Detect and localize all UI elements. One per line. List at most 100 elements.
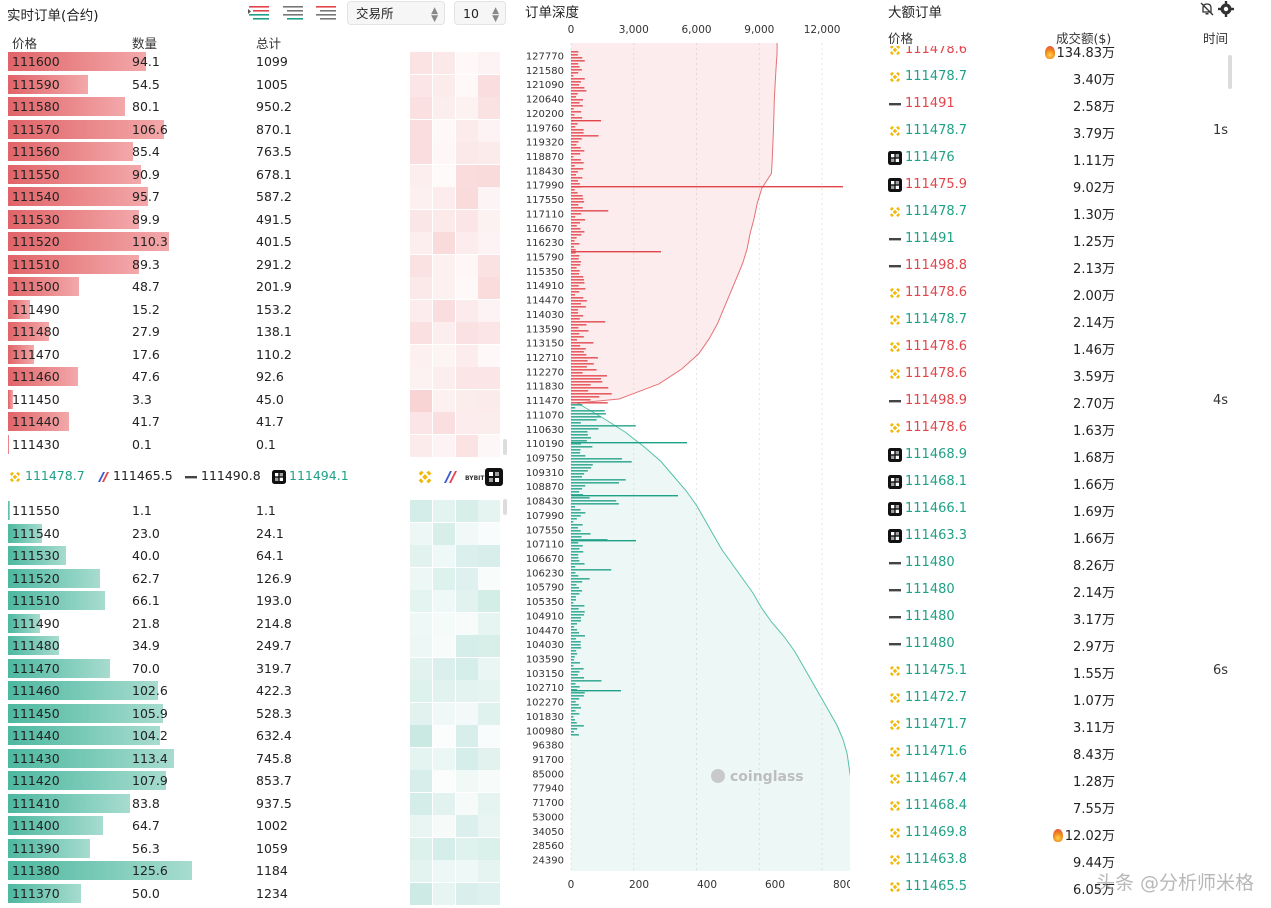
ask-row[interactable]: 111450 3.3 45.0 — [0, 389, 430, 411]
large-order-row[interactable]: 111478.6 1.46万 — [880, 334, 1240, 361]
large-order-row[interactable]: 111469.8 12.02万 — [880, 820, 1240, 847]
large-order-row[interactable]: 111480 8.26万 — [880, 550, 1240, 577]
large-order-row[interactable]: 111465.5 6.05万 — [880, 874, 1240, 901]
ask-scrollbar[interactable] — [503, 439, 507, 455]
large-order-row[interactable]: 111468.9 1.68万 — [880, 442, 1240, 469]
bid-row[interactable]: 111510 66.1 193.0 — [0, 590, 430, 612]
large-order-row[interactable]: 111498.9 2.70万 4s — [880, 388, 1240, 415]
ask-row[interactable]: 111510 89.3 291.2 — [0, 254, 430, 276]
large-order-row[interactable]: 111463.3 1.66万 — [880, 523, 1240, 550]
bid-order-bar — [571, 422, 581, 424]
ask-total: 1005 — [256, 76, 288, 92]
bid-row[interactable]: 111380 125.6 1184 — [0, 860, 430, 882]
bid-row[interactable]: 111540 23.0 24.1 — [0, 523, 430, 545]
bid-row[interactable]: 111530 40.0 64.1 — [0, 545, 430, 567]
bell-off-icon[interactable] — [1200, 2, 1214, 16]
ask-row[interactable]: 111600 94.1 1099 — [0, 51, 430, 73]
ask-row[interactable]: 111490 15.2 153.2 — [0, 299, 430, 321]
ask-order-bar — [571, 225, 577, 227]
bid-row[interactable]: 111400 64.7 1002 — [0, 815, 430, 837]
ask-order-bar — [571, 117, 583, 119]
bid-row[interactable]: 111460 102.6 422.3 — [0, 680, 430, 702]
bid-row[interactable]: 111520 62.7 126.9 — [0, 568, 430, 590]
ask-row[interactable]: 111560 85.4 763.5 — [0, 141, 430, 163]
bid-row[interactable]: 111470 70.0 319.7 — [0, 658, 430, 680]
ask-row[interactable]: 111470 17.6 110.2 — [0, 344, 430, 366]
large-order-row[interactable]: 111478.7 3.79万 1s — [880, 118, 1240, 145]
layout-asks-icon[interactable] — [314, 4, 338, 22]
gate-icon[interactable] — [485, 468, 503, 486]
large-order-row[interactable]: 111471.7 3.11万 — [880, 712, 1240, 739]
bid-row[interactable]: 111480 34.9 249.7 — [0, 635, 430, 657]
large-order-row[interactable]: 111480 2.97万 — [880, 631, 1240, 658]
large-order-row[interactable]: 111468.1 1.66万 — [880, 469, 1240, 496]
large-order-row[interactable]: 111471.6 8.43万 — [880, 739, 1240, 766]
large-order-row[interactable]: 111491 2.58万 — [880, 91, 1240, 118]
bid-scrollbar[interactable] — [503, 499, 507, 515]
bid-order-bar — [571, 671, 580, 673]
bybit-icon[interactable]: BYBIT — [464, 468, 486, 486]
ask-row[interactable]: 111480 27.9 138.1 — [0, 321, 430, 343]
large-orders-scrollbar[interactable] — [1228, 55, 1232, 89]
bid-row[interactable]: 111430 113.4 745.8 — [0, 748, 430, 770]
large-order-row[interactable]: 111463.8 9.44万 — [880, 847, 1240, 874]
large-order-row[interactable]: 111480 2.14万 — [880, 577, 1240, 604]
large-order-row[interactable]: 111491 1.25万 — [880, 226, 1240, 253]
ask-order-bar — [571, 255, 580, 257]
ask-row[interactable]: 111460 47.6 92.6 — [0, 366, 430, 388]
large-order-row[interactable]: 111478.6 3.59万 — [880, 361, 1240, 388]
bid-volume-bar — [8, 636, 59, 655]
bid-row[interactable]: 111390 56.3 1059 — [0, 838, 430, 860]
large-order-row[interactable]: 111480 3.17万 — [880, 604, 1240, 631]
ask-order-bar — [571, 375, 607, 377]
ask-row[interactable]: 111550 90.9 678.1 — [0, 164, 430, 186]
heatmap-cell — [433, 860, 455, 882]
large-order-row[interactable]: 111476 1.11万 — [880, 145, 1240, 172]
bid-row[interactable]: 111370 50.0 1234 — [0, 883, 430, 905]
ask-row[interactable]: 111500 48.7 201.9 — [0, 276, 430, 298]
large-order-row[interactable]: 111475.1 1.55万 6s — [880, 658, 1240, 685]
large-order-row[interactable]: 111478.7 1.30万 — [880, 199, 1240, 226]
depth-select[interactable]: 10 ▲ ▼ — [454, 1, 506, 25]
price-axis-label: 116670 — [526, 224, 564, 235]
large-order-row[interactable]: 111467.4 1.28万 — [880, 766, 1240, 793]
large-order-price: 111478.6 — [905, 366, 968, 381]
ask-row[interactable]: 111570 106.6 870.1 — [0, 119, 430, 141]
ask-row[interactable]: 111590 54.5 1005 — [0, 74, 430, 96]
large-order-row[interactable]: 111478.6 134.83万 — [880, 46, 1240, 64]
large-order-row[interactable]: 111478.7 3.40万 — [880, 64, 1240, 91]
bid-order-bar — [571, 566, 576, 568]
bid-row[interactable]: 111450 105.9 528.3 — [0, 703, 430, 725]
ask-row[interactable]: 111540 95.7 587.2 — [0, 186, 430, 208]
bid-row[interactable]: 111410 83.8 937.5 — [0, 793, 430, 815]
ask-row[interactable]: 111430 0.1 0.1 — [0, 434, 430, 456]
large-order-row[interactable]: 111468.4 7.55万 — [880, 793, 1240, 820]
binance-icon[interactable] — [416, 468, 434, 486]
okx-icon[interactable] — [441, 468, 459, 486]
bid-order-bar — [571, 629, 578, 631]
large-order-row[interactable]: 111498.8 2.13万 — [880, 253, 1240, 280]
large-order-row[interactable]: 111478.6 1.63万 — [880, 415, 1240, 442]
ask-row[interactable]: 111520 110.3 401.5 — [0, 231, 430, 253]
large-order-row[interactable]: 111466.1 1.69万 — [880, 496, 1240, 523]
ask-volume-bar — [8, 254, 139, 274]
bid-row[interactable]: 111490 21.8 214.8 — [0, 613, 430, 635]
large-order-amount-value: 1.07万 — [1073, 694, 1115, 709]
exchange-select[interactable]: 交易所 ▲ ▼ — [347, 1, 445, 25]
layout-both-icon[interactable] — [247, 4, 271, 22]
gear-icon[interactable] — [1218, 1, 1234, 17]
ask-row[interactable]: 111530 89.9 491.5 — [0, 209, 430, 231]
bid-row[interactable]: 111550 1.1 1.1 — [0, 500, 430, 522]
ask-total: 201.9 — [256, 279, 292, 294]
large-order-row[interactable]: 111472.7 1.07万 — [880, 685, 1240, 712]
bid-order-bar — [571, 506, 576, 508]
ask-row[interactable]: 111440 41.7 41.7 — [0, 411, 430, 433]
bid-row[interactable]: 111440 104.2 632.4 — [0, 725, 430, 747]
ask-row[interactable]: 111580 80.1 950.2 — [0, 96, 430, 118]
large-order-row[interactable]: 111478.7 2.14万 — [880, 307, 1240, 334]
large-order-row[interactable]: 111475.9 9.02万 — [880, 172, 1240, 199]
large-order-row[interactable]: 111478.6 2.00万 — [880, 280, 1240, 307]
layout-bids-icon[interactable] — [281, 4, 305, 22]
ask-order-bar — [571, 339, 578, 341]
bid-row[interactable]: 111420 107.9 853.7 — [0, 770, 430, 792]
